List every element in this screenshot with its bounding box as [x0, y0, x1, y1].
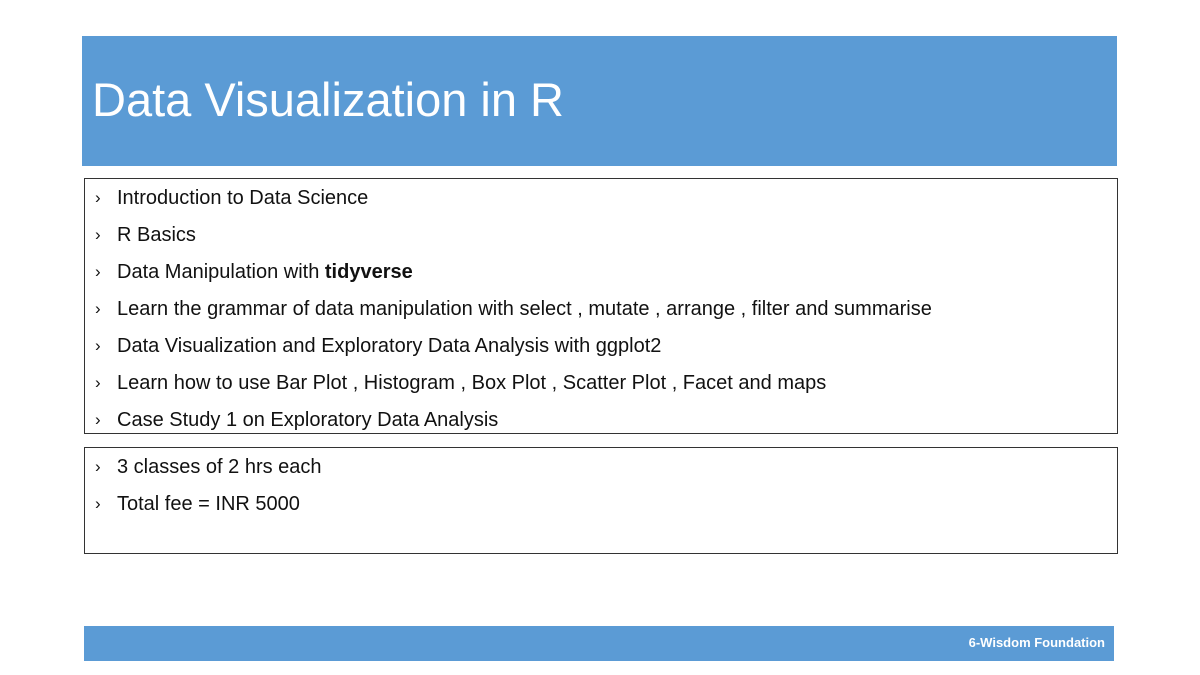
list-item: › Learn the grammar of data manipulation … [85, 294, 1117, 331]
details-list: › 3 classes of 2 hrs each › Total fee = INR… [85, 448, 1117, 526]
item-text: 3 classes of 2 hrs each [117, 456, 322, 478]
list-item: › Case Study 1 on Exploratory Data Analys… [85, 405, 1117, 442]
topics-list: › Introduction to Data Science › R Basics › D… [85, 179, 1117, 442]
list-item: › Data Manipulation with tidyverse [85, 257, 1117, 294]
list-item: › Learn how to use Bar Plot , Histogram ,… [85, 368, 1117, 405]
footer-text: 6-Wisdom Foundation [968, 635, 1105, 650]
title-bar: Data Visualization in R [82, 36, 1117, 166]
item-text: Case Study 1 on Exploratory Data Analysi… [117, 409, 499, 431]
chevron-right-icon: › [95, 457, 101, 476]
item-text: Learn how to use Bar Plot , Histogram , … [117, 372, 827, 394]
item-text: Data Manipulation with [117, 261, 325, 283]
chevron-right-icon: › [95, 336, 101, 355]
chevron-right-icon: › [95, 225, 101, 244]
list-item: › Total fee = INR 5000 [85, 489, 1117, 526]
item-bold-text: tidyverse [324, 261, 413, 283]
item-text: R Basics [117, 224, 196, 246]
chevron-right-icon: › [95, 494, 101, 513]
details-box: › 3 classes of 2 hrs each › Total fee = INR… [84, 447, 1118, 554]
slide-title: Data Visualization in R [92, 73, 564, 126]
item-text: Data Visualization and Exploratory Data … [117, 335, 662, 357]
list-item: › R Basics [85, 220, 1117, 257]
list-item: › Introduction to Data Science [85, 183, 1117, 220]
item-text: Total fee = INR 5000 [117, 493, 300, 515]
chevron-right-icon: › [95, 410, 101, 429]
chevron-right-icon: › [95, 373, 101, 392]
chevron-right-icon: › [95, 299, 101, 318]
chevron-right-icon: › [95, 188, 101, 207]
list-item: › 3 classes of 2 hrs each [85, 452, 1117, 489]
topics-box: › Introduction to Data Science › R Basics › D… [84, 178, 1118, 434]
item-text: Introduction to Data Science [117, 187, 369, 209]
item-text: Learn the grammar of data manipulation w… [117, 298, 932, 320]
list-item: › Data Visualization and Exploratory Data… [85, 331, 1117, 368]
footer-bar: 6-Wisdom Foundation [84, 626, 1114, 661]
chevron-right-icon: › [95, 262, 101, 281]
